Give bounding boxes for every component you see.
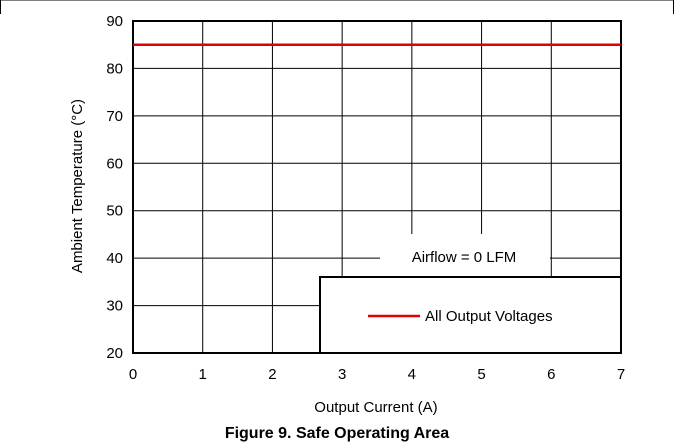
x-tick-label: 0	[129, 366, 137, 383]
y-tick-label: 50	[106, 203, 123, 220]
x-axis-label: Output Current (A)	[314, 399, 437, 416]
x-tick-label: 3	[338, 366, 346, 383]
grid	[133, 21, 621, 353]
y-tick-label: 90	[106, 13, 123, 30]
x-tick-label: 6	[547, 366, 555, 383]
x-tick-label: 1	[199, 366, 207, 383]
x-tick-label: 5	[477, 366, 485, 383]
legend-label: All Output Voltages	[425, 308, 553, 325]
x-tick-label: 7	[617, 366, 625, 383]
figure-caption: Figure 9. Safe Operating Area	[225, 425, 449, 442]
y-tick-label: 80	[106, 60, 123, 77]
y-tick-labels: 20 30 40 50 60 70 80 90	[106, 13, 123, 362]
annotation-text: Airflow = 0 LFM	[412, 249, 517, 266]
y-axis-label: Ambient Temperature (°C)	[69, 99, 86, 273]
y-tick-label: 70	[106, 108, 123, 125]
legend: All Output Voltages	[319, 276, 622, 354]
y-tick-label: 30	[106, 298, 123, 315]
y-tick-label: 40	[106, 250, 123, 267]
annotation-box	[380, 234, 550, 276]
x-tick-label: 2	[268, 366, 276, 383]
y-tick-label: 60	[106, 155, 123, 172]
x-tick-label: 4	[408, 366, 416, 383]
y-tick-label: 20	[106, 345, 123, 362]
x-tick-labels: 0 1 2 3 4 5 6 7	[129, 366, 625, 383]
